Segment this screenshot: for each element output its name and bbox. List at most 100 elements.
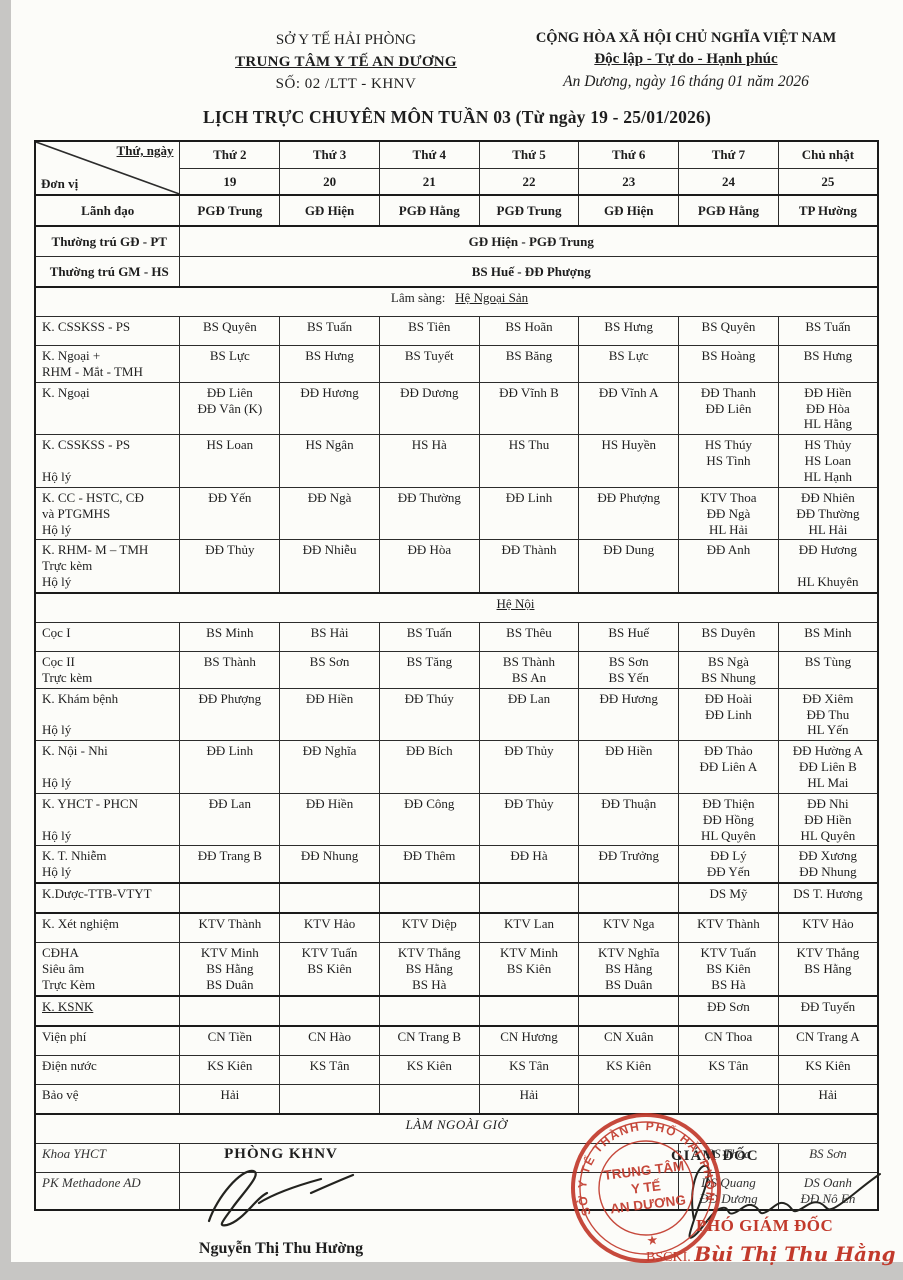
schedule-cell: CN Trang B (378, 1024, 480, 1056)
duty-name: ĐĐ Phượng (597, 489, 661, 505)
schedule-cell: ĐĐ Nhiễu (279, 539, 380, 594)
duty-name: BS Thành (502, 654, 556, 670)
day-header: Thứ 2 (179, 140, 281, 169)
duty-name: HL Quyên (701, 827, 756, 843)
schedule-cell: ĐĐ Xiêm ĐĐ Thu HL Yến (777, 687, 879, 742)
schedule-cell: ĐĐ Thủy (478, 740, 580, 794)
duty-name (482, 886, 577, 902)
duty-name: BS Hà (711, 976, 746, 992)
duty-name: ĐĐ Lan (208, 795, 251, 811)
schedule-cell: ĐĐ Lý ĐĐ Yến (678, 845, 779, 884)
duty-name: DS T. Hương (793, 886, 863, 902)
duty-name: BS Tùng (804, 654, 852, 670)
schedule-cell: HS Thúy HS Tình (678, 434, 779, 488)
duty-name: BS Tuấn (406, 625, 452, 641)
duty-name: ĐĐ Nhung (799, 864, 857, 880)
schedule-cell (578, 994, 680, 1027)
table-row: Khoa YHCT BS Thoa BS Sơn (34, 1142, 879, 1173)
schedule-cell: ĐĐ Ngà (279, 486, 380, 541)
duty-name: BS Ngà (708, 654, 749, 670)
duty-name: ĐĐ Liên (705, 400, 752, 416)
duty-name: ĐĐ Tuyến (800, 998, 856, 1014)
duty-name: ĐĐ Trang B (197, 848, 262, 864)
duty-name: KTV Minh (200, 945, 259, 961)
row-label: K.Dược-TTB-VTYT (34, 882, 181, 914)
table-row: K. Ngoại ĐĐ Liên ĐĐ Vân (K) ĐĐ Hương ĐĐ Dươn… (34, 381, 879, 436)
duty-name: HL Yến (807, 722, 849, 738)
duty-name: ĐĐ Lan (507, 690, 551, 706)
schedule-cell: BS Tuấn (777, 316, 879, 346)
schedule-cell: CN Thoa (678, 1024, 779, 1056)
document-page: SỞ Y TẾ HẢI PHÒNG TRUNG TÂM Y TẾ AN DƯƠN… (11, 0, 903, 1266)
row-label-bottom: Hộ lý (42, 722, 72, 738)
duty-name: DS Mỹ (709, 886, 748, 902)
duty-name: DS Quang (701, 1174, 756, 1190)
schedule-cell: BS Minh (179, 622, 281, 653)
schedule-cell (179, 1142, 680, 1173)
duty-name: BS Thoa (706, 1145, 751, 1161)
schedule-cell: ĐĐ Thúy (378, 687, 480, 742)
leader-cell: GĐ Hiện (279, 194, 380, 227)
row-label: Thường trú GM - HS (34, 256, 181, 288)
duty-name: HL Hải (808, 521, 848, 537)
schedule-cell: HS Thu (478, 434, 580, 488)
schedule-cell: ĐĐ Thiện ĐĐ Hồng HL Quyên (678, 792, 779, 847)
duty-name: BS Hưng (803, 348, 853, 363)
duty-name: ĐĐ Thành (501, 542, 557, 558)
leader-cell: PGĐ Trung (179, 194, 281, 227)
section-row: LÀM NGOÀI GIỜ (34, 1112, 879, 1144)
schedule-cell: BS Thành (179, 651, 281, 689)
row-label-line: PK Methadone AD (42, 1174, 141, 1190)
row-label-line: Cọc II (42, 654, 75, 670)
schedule-cell: ĐĐ Hiền (279, 687, 380, 742)
leader-cell: TP Hường (777, 194, 879, 227)
row-label: K. CSSKSS - PS Hộ lý (34, 434, 181, 488)
schedule-cell: BS Hoãn (478, 316, 580, 346)
stamp-center-line3: AN DƯƠNG (609, 1192, 686, 1216)
duty-name: Hải (220, 1086, 240, 1102)
table-row: Cọc I BS Minh BS Hải BS Tuấn BS Thêu BS Huế BS… (34, 622, 879, 653)
duty-name: BS Kiên (706, 961, 751, 977)
duty-name: KTV Thắng (397, 945, 461, 961)
duty-name: ĐĐ Dương (400, 384, 459, 400)
duty-name: BS Kiên (506, 961, 552, 977)
schedule-cell (378, 1083, 480, 1115)
schedule-cell: BS Tùng (777, 651, 879, 689)
schedule-cell (378, 994, 480, 1027)
duty-name: HL Mai (807, 775, 849, 791)
row-label: K. CC - HSTC, CĐ và PTGMHS Hộ lý (34, 486, 181, 541)
signer-name-right: BSCKI. Bùi Thị Thu Hằng (646, 1242, 896, 1266)
org-stamp: SỞ Y TẾ THÀNH PHỐ HẢI PHÒNG TRUNG TÂM Y … (550, 1089, 735, 1277)
duty-name: ĐĐ Thúy (404, 690, 454, 706)
schedule-cell: ĐĐ Thành (478, 539, 580, 594)
day-header: Thứ 4 (378, 140, 480, 169)
schedule-cell: ĐĐ Xương ĐĐ Nhung (777, 845, 879, 884)
schedule-cell (578, 882, 680, 914)
schedule-cell: ĐĐ Nhung (279, 845, 380, 884)
row-label-line: Trực Kèm (42, 976, 96, 992)
duty-name: ĐĐ Thanh (700, 384, 756, 400)
duty-name: ĐĐ Hương (599, 690, 658, 706)
duty-name: ĐĐ Linh (206, 743, 254, 759)
duty-name: ĐĐ Liên A (699, 759, 758, 775)
schedule-cell: ĐĐ Lan (179, 792, 281, 847)
duty-name: BS Sơn (809, 1145, 847, 1161)
duty-name: CN Hương (500, 1028, 558, 1044)
duty-name: ĐĐ Hương (798, 542, 858, 558)
standby-value: GĐ Hiện - PGĐ Trung (179, 225, 879, 257)
duty-name: BS Hoàng (701, 348, 756, 363)
duty-name: ĐĐ Thủy (205, 542, 255, 558)
row-label-line: K. Ngoại (42, 384, 90, 400)
schedule-cell (378, 882, 480, 914)
duty-name: ĐĐ Dương (699, 1190, 758, 1206)
leader-cell: PGĐ Trung (478, 194, 580, 227)
duty-name: ĐĐ Xương (798, 848, 858, 864)
duty-name: ĐĐ Ngà (706, 505, 751, 521)
row-label: K. Ngoại (34, 381, 181, 436)
row-label: K. CSSKSS - PS (34, 316, 181, 346)
schedule-cell: KTV Hảo (279, 912, 380, 944)
duty-name: HL Hằng (803, 416, 853, 432)
duty-name: BS Hà (412, 976, 447, 992)
schedule-cell: KTV Tuấn BS Kiên (279, 942, 380, 997)
